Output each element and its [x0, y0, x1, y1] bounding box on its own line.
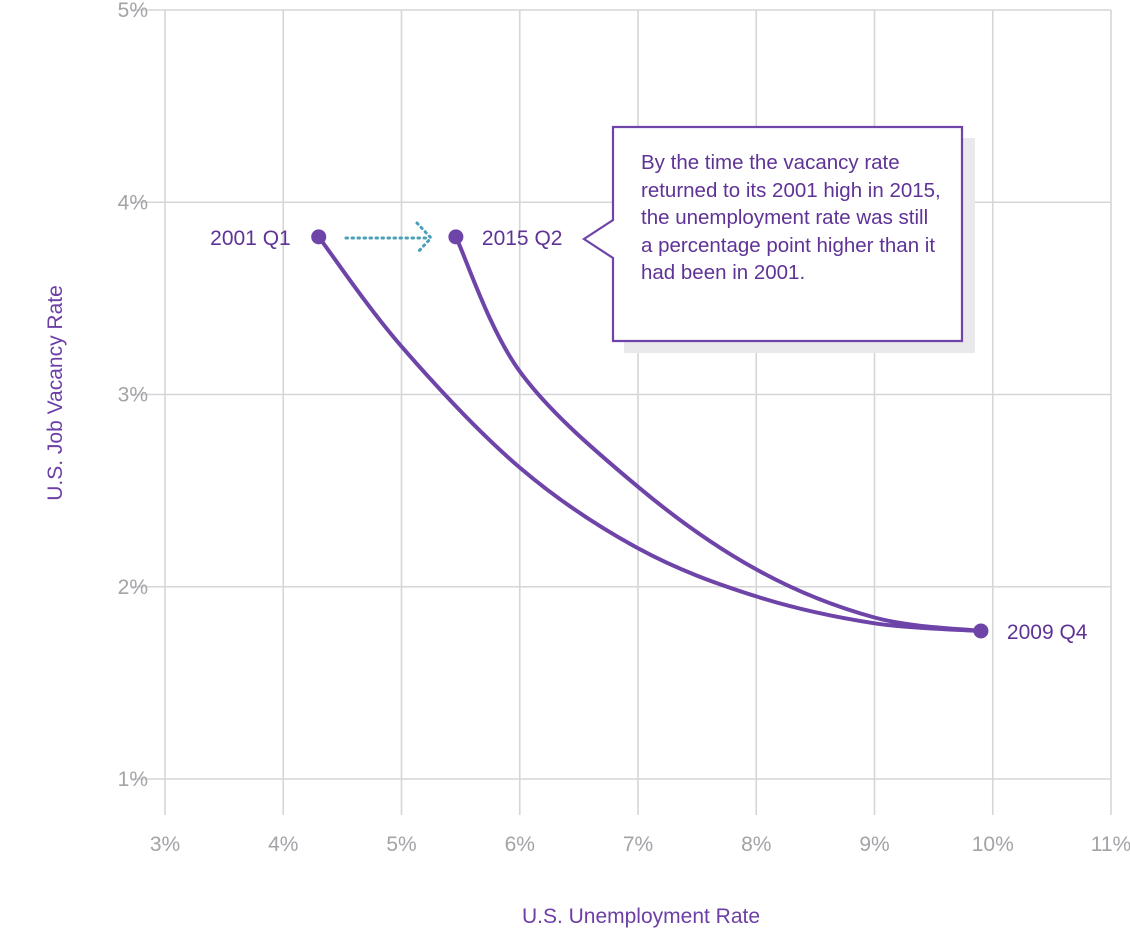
- x-tick-label: 3%: [150, 833, 180, 856]
- arrow-head-icon: [415, 221, 434, 255]
- y-axis-title: U.S. Job Vacancy Rate: [44, 285, 67, 501]
- y-tick-label: 5%: [118, 0, 148, 22]
- x-tick-label: 9%: [859, 833, 889, 856]
- data-point: [311, 229, 327, 245]
- y-tick-label: 2%: [118, 576, 148, 599]
- data-point: [448, 229, 464, 245]
- data-points: 2001 Q1 2015 Q2 2009 Q4: [210, 227, 1088, 644]
- data-point: [973, 623, 989, 639]
- y-tick-label: 1%: [118, 768, 148, 791]
- shift-arrow: [344, 221, 434, 255]
- x-axis-title: U.S. Unemployment Rate: [522, 905, 760, 928]
- series-lines: [316, 234, 983, 633]
- x-tick-label: 10%: [972, 833, 1014, 856]
- x-tick-label: 4%: [268, 833, 298, 856]
- annotation-text: By the time the vacancy rate returned to…: [641, 151, 941, 284]
- annotation-callout: [581, 125, 975, 353]
- y-tick-label: 3%: [118, 384, 148, 407]
- point-label: 2001 Q1: [210, 227, 291, 250]
- callout-box: [581, 125, 964, 343]
- x-tick-label: 6%: [505, 833, 535, 856]
- x-tick-label: 5%: [386, 833, 416, 856]
- point-label: 2009 Q4: [1007, 621, 1088, 644]
- series-line-1: [316, 234, 983, 633]
- x-tick-label: 11%: [1091, 833, 1130, 856]
- x-tick-label: 7%: [623, 833, 653, 856]
- series-line-2: [453, 234, 983, 633]
- tick-labels: 3% 4% 5% 6% 7% 8% 9% 10% 11% 1% 2% 3% 4% 5%: [118, 0, 1130, 856]
- point-label: 2015 Q2: [482, 227, 563, 250]
- y-tick-label: 4%: [118, 191, 148, 214]
- x-tick-label: 8%: [741, 833, 771, 856]
